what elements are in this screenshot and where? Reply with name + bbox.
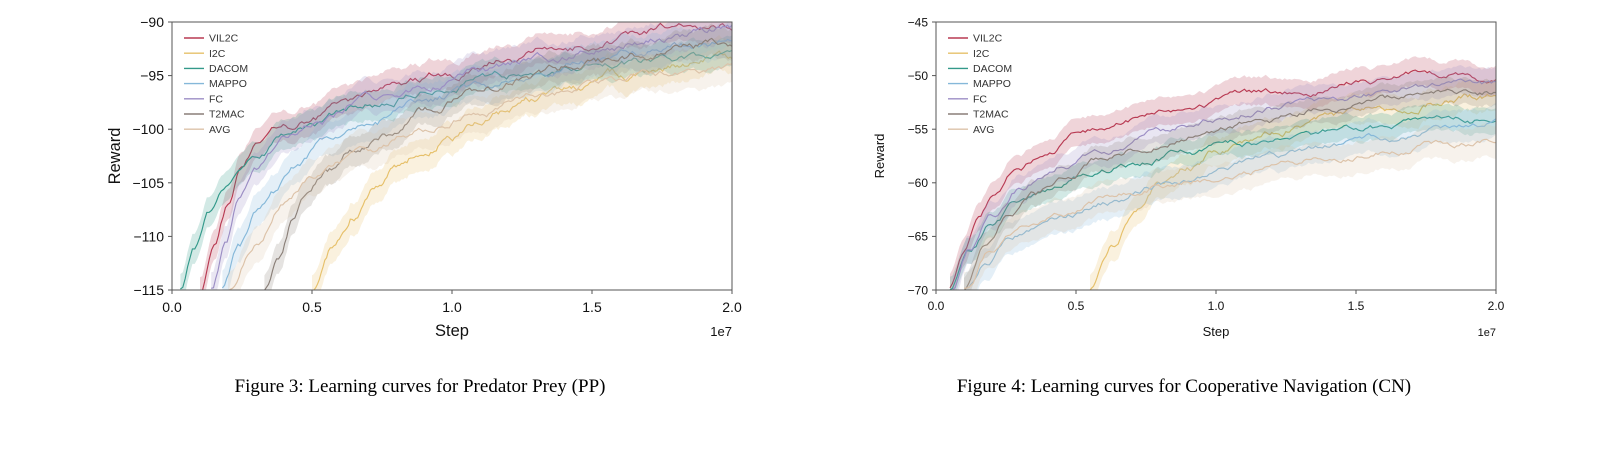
confidence-band-mappo bbox=[964, 102, 1496, 290]
y-axis: −45 −50 −55 −60 −65 −70 bbox=[908, 15, 936, 297]
x-tick-label: 1.5 bbox=[582, 299, 602, 315]
legend: VIL2C I2C DACOM MAPPO FC T2MAC AVG bbox=[184, 33, 248, 136]
y-tick-label: −50 bbox=[908, 69, 929, 83]
x-axis: 0.0 0.5 1.0 1.5 2.0 bbox=[162, 290, 742, 315]
confidence-band-fc bbox=[211, 22, 732, 290]
legend-label-dacom: DACOM bbox=[209, 63, 248, 75]
series-line-mappo bbox=[221, 38, 732, 289]
legend-label-i2c: I2C bbox=[973, 48, 990, 60]
y-tick-label: −115 bbox=[134, 282, 165, 298]
series-line-t2mac bbox=[964, 88, 1496, 290]
legend-label-dacom: DACOM bbox=[973, 63, 1012, 75]
x-tick-label: 1.0 bbox=[1208, 299, 1225, 313]
x-axis-label: Step bbox=[435, 322, 469, 340]
x-tick-label: 0.5 bbox=[1068, 299, 1085, 313]
x-tick-label: 0.0 bbox=[162, 299, 182, 315]
y-axis: −90 −95 −100 −105 −110 −115 bbox=[132, 14, 172, 298]
legend: VIL2C I2C DACOM MAPPO FC T2MAC AVG bbox=[948, 33, 1012, 136]
y-tick-label: −60 bbox=[908, 176, 929, 190]
series-line-fc bbox=[211, 24, 732, 289]
confidence-band-vil2c bbox=[200, 22, 732, 290]
legend-label-i2c: I2C bbox=[209, 48, 226, 60]
x-tick-label: 0.0 bbox=[928, 299, 945, 313]
figure-predator-prey: 0.0 0.5 1.0 1.5 2.0 −90 −95 −100 −105 −110 −115 Ste… bbox=[92, 8, 748, 398]
confidence-band-mappo bbox=[222, 22, 732, 290]
legend-label-mappo: MAPPO bbox=[973, 78, 1011, 90]
series-line-avg bbox=[963, 138, 1496, 289]
confidence-band-fc bbox=[952, 65, 1496, 290]
x-axis: 0.0 0.5 1.0 1.5 2.0 bbox=[928, 290, 1505, 313]
legend-label-t2mac: T2MAC bbox=[209, 109, 245, 121]
confidence-band-t2mac bbox=[964, 76, 1496, 290]
series-line-i2c bbox=[313, 50, 732, 290]
figure-cooperative-navigation: 0.0 0.5 1.0 1.5 2.0 −45 −50 −55 −60 −65 −70 Step 1e7… bbox=[856, 8, 1512, 398]
y-tick-label: −70 bbox=[908, 283, 929, 297]
y-tick-label: −105 bbox=[132, 175, 164, 191]
y-tick-label: −110 bbox=[134, 228, 165, 244]
legend-label-avg: AVG bbox=[209, 124, 230, 136]
y-tick-label: −55 bbox=[908, 123, 929, 137]
legend-label-vil2c: VIL2C bbox=[973, 33, 1003, 45]
series-line-vil2c bbox=[201, 22, 732, 290]
series-line-t2mac bbox=[263, 37, 732, 290]
x-tick-label: 2.0 bbox=[1488, 299, 1505, 313]
series-layer bbox=[949, 56, 1496, 290]
x-axis-label: Step bbox=[1203, 324, 1230, 339]
figure-caption-pp: Figure 3: Learning curves for Predator P… bbox=[234, 376, 606, 397]
confidence-band-t2mac bbox=[264, 23, 732, 290]
confidence-band-avg bbox=[228, 45, 732, 290]
y-tick-label: −100 bbox=[132, 121, 164, 137]
x-tick-label: 1.5 bbox=[1348, 299, 1365, 313]
y-axis-label: Reward bbox=[872, 134, 887, 179]
y-tick-label: −65 bbox=[908, 230, 929, 244]
series-line-mappo bbox=[963, 118, 1496, 290]
confidence-band-avg bbox=[964, 123, 1496, 290]
series-line-i2c bbox=[1089, 93, 1496, 290]
y-tick-label: −45 bbox=[908, 15, 929, 29]
series-layer bbox=[180, 22, 732, 290]
series-line-vil2c bbox=[949, 69, 1496, 289]
legend-label-fc: FC bbox=[973, 93, 987, 105]
paper-figures-row: 0.0 0.5 1.0 1.5 2.0 −90 −95 −100 −105 −110 −115 Ste… bbox=[92, 8, 1512, 398]
series-line-fc bbox=[952, 78, 1496, 290]
series-line-avg bbox=[228, 63, 732, 290]
legend-label-vil2c: VIL2C bbox=[209, 33, 239, 45]
x-tick-label: 0.5 bbox=[302, 299, 322, 315]
figure-caption-cn: Figure 4: Learning curves for Cooperativ… bbox=[956, 376, 1412, 397]
confidence-band-dacom bbox=[180, 35, 732, 290]
confidence-band-vil2c bbox=[950, 56, 1496, 290]
legend-label-avg: AVG bbox=[973, 124, 994, 136]
legend-label-mappo: MAPPO bbox=[209, 78, 247, 90]
x-tick-label: 2.0 bbox=[722, 299, 742, 315]
y-tick-label: −90 bbox=[140, 14, 164, 30]
x-offset-label: 1e7 bbox=[710, 324, 732, 339]
learning-curve-chart: 0.0 0.5 1.0 1.5 2.0 −45 −50 −55 −60 −65 −70 Step 1e7… bbox=[872, 15, 1505, 339]
learning-curve-chart: 0.0 0.5 1.0 1.5 2.0 −90 −95 −100 −105 −110 −115 Ste… bbox=[106, 14, 742, 340]
chart-predator-prey: 0.0 0.5 1.0 1.5 2.0 −90 −95 −100 −105 −110 −115 Ste… bbox=[92, 8, 748, 348]
y-axis-label: Reward bbox=[106, 128, 124, 185]
x-offset-label: 1e7 bbox=[1478, 327, 1496, 339]
legend-label-fc: FC bbox=[209, 93, 223, 105]
x-tick-label: 1.0 bbox=[442, 299, 462, 315]
confidence-band-i2c bbox=[312, 35, 732, 290]
series-line-dacom bbox=[180, 49, 732, 290]
legend-label-t2mac: T2MAC bbox=[973, 109, 1009, 121]
y-tick-label: −95 bbox=[140, 68, 164, 84]
chart-cooperative-navigation: 0.0 0.5 1.0 1.5 2.0 −45 −50 −55 −60 −65 −70 Step 1e7… bbox=[856, 8, 1512, 348]
confidence-band-dacom bbox=[950, 102, 1496, 290]
